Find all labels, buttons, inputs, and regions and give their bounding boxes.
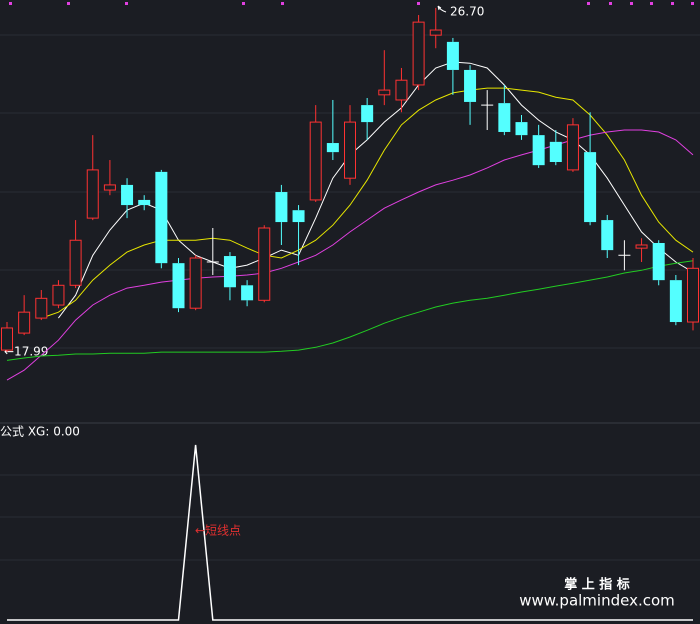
marker [67,2,70,5]
candle-body [241,285,254,301]
watermark-url: www.palmindex.com [519,592,675,610]
marker [609,2,612,5]
signal-annotation: ←短线点 [195,524,241,538]
high-arrow [437,5,447,13]
candle-body [549,141,562,163]
candle-body [669,280,682,323]
marker [691,2,694,5]
candle-body [687,267,699,323]
candle-body [395,79,408,101]
indicator-title: 公式 XG: 0.00 [0,425,80,439]
candle-body [412,21,425,86]
moving-average-line [41,87,694,319]
candle-body [292,210,305,223]
high-label: 26.70 [450,5,484,19]
candle-body [69,239,82,286]
watermark-brand: 掌 上 指 标 [564,577,630,593]
candle-body [189,257,202,309]
moving-average-line [6,260,694,361]
marker [242,2,245,5]
candle-body [429,29,442,36]
candle-body [344,121,356,179]
candle-body [464,69,477,102]
candle-body [566,124,579,171]
candle-body [155,171,168,264]
marker [9,2,12,5]
marker [587,2,590,5]
marker [630,2,633,5]
marker [281,2,284,5]
candle-body [172,263,185,309]
background-lines [0,34,700,561]
candle-body [258,227,271,301]
candle-body [498,103,511,132]
indicator-line [7,444,693,621]
candle-body [1,327,13,351]
candle-body [52,284,65,306]
candle-body [601,220,614,251]
candle-body [515,122,528,136]
candle-body [652,243,665,281]
candle-body [223,256,236,288]
candle-body [326,143,339,153]
candle-body [18,311,31,334]
marker [417,2,420,5]
candle-body [121,184,134,206]
candle-body [103,184,116,191]
candle-body [86,169,99,219]
candle-body [309,121,322,201]
low-label: ←17.99 [4,345,48,359]
marker [650,2,653,5]
candle-body [446,41,459,70]
marker [125,2,128,5]
candle-body [35,297,48,319]
candle-body [275,192,288,223]
candle-body [635,244,648,249]
candle-body [378,89,391,96]
marker [671,2,674,5]
top-markers [9,2,694,5]
candle-body [532,135,545,166]
candle-body [584,152,597,223]
candle-body [138,199,151,206]
candle-body [361,105,374,123]
